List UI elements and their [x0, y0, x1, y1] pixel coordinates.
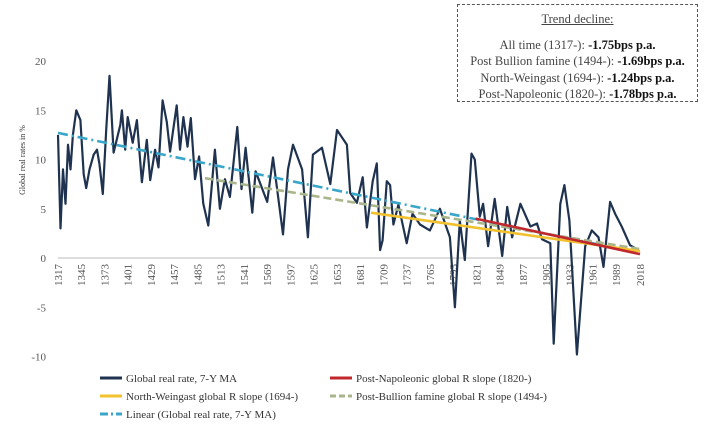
x-tick-label: 1625 [309, 264, 321, 287]
x-tick-label: 1877 [518, 264, 530, 287]
y-tick-label: 5 [41, 204, 47, 216]
series-line-3 [204, 176, 641, 251]
x-tick-label: 1961 [588, 264, 600, 286]
series-line-0 [56, 74, 639, 356]
y-axis-label: Global real rates in % [18, 125, 27, 195]
trend-decline-box: Trend decline: All time (1317-): -1.75bp… [457, 4, 698, 102]
x-tick-label: 1681 [355, 264, 367, 286]
x-tick-label: 1933 [564, 264, 576, 287]
trend-row: All time (1317-): -1.75bps p.a. [499, 37, 656, 52]
trend-box-title: Trend decline: [541, 12, 614, 26]
x-tick-label: 1401 [123, 264, 135, 286]
x-tick-label: 1821 [471, 264, 483, 286]
trend-row: Post Bullion famine (1494-): -1.69bps p.… [470, 54, 685, 68]
x-tick-label: 1849 [495, 264, 507, 287]
x-tick-label: 1485 [192, 264, 204, 287]
legend-label: Post-Bullion famine global R slope (1494… [356, 391, 547, 403]
y-tick-label: 0 [41, 253, 47, 265]
x-tick-label: 1709 [378, 264, 390, 287]
series-line-1 [475, 217, 641, 256]
x-tick-label: 1765 [425, 264, 437, 287]
y-tick-label: 20 [35, 56, 47, 68]
legend-label: Linear (Global real rate, 7-Y MA) [126, 409, 276, 421]
x-tick-label: 1653 [332, 264, 344, 287]
trend-row: Post-Napoleonic (1820-): -1.78bps p.a. [478, 87, 677, 101]
x-tick-label: 1597 [285, 264, 297, 287]
x-tick-label: 1513 [216, 264, 228, 287]
x-tick-label: 1737 [402, 264, 414, 287]
x-tick-label: 1989 [611, 264, 623, 287]
legend-label: Global real rate, 7-Y MA [126, 373, 237, 385]
y-tick-label: -10 [31, 352, 46, 364]
x-tick-label: 1373 [99, 264, 111, 287]
x-tick-label: 1317 [53, 264, 65, 287]
legend-label: Post-Napoleonic global R slope (1820-) [356, 373, 532, 385]
x-tick-label: 1429 [146, 264, 158, 287]
x-tick-label: 1569 [262, 264, 274, 287]
x-tick-label: 1457 [169, 264, 181, 287]
legend-label: North-Weingast global R slope (1694-) [126, 391, 298, 403]
y-tick-label: -5 [37, 302, 47, 314]
x-tick-label: 2018 [635, 264, 647, 287]
x-tick-label: 1345 [76, 264, 88, 287]
x-tick-label: 1541 [239, 264, 251, 286]
y-tick-label: 10 [35, 155, 47, 167]
y-tick-label: 15 [35, 105, 47, 117]
trend-row: North-Weingast (1694-): -1.24bps p.a. [480, 70, 675, 85]
